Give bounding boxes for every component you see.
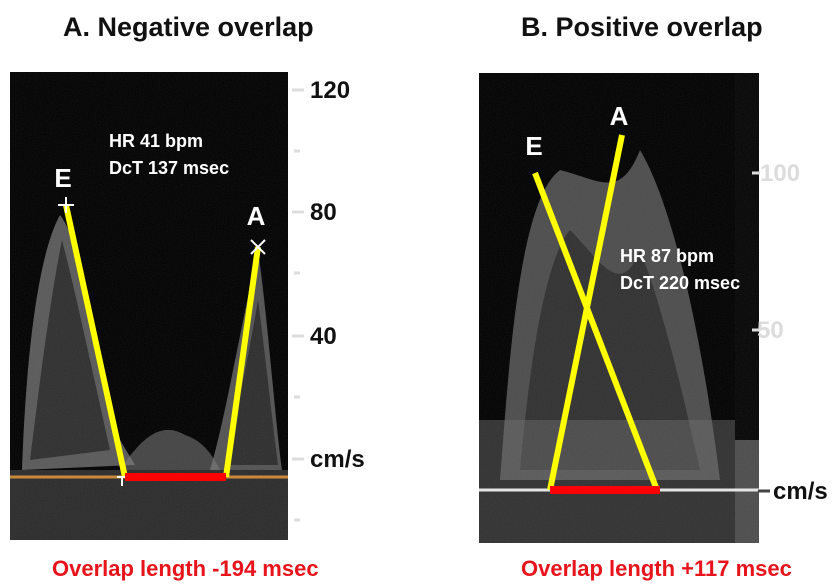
panel-b-overlap-caption: Overlap length +117 msec bbox=[521, 556, 792, 581]
panel-a-e-slope-line bbox=[63, 204, 128, 478]
panel-b-a-label: A bbox=[610, 101, 629, 131]
panel-a-scale-80: 80 bbox=[310, 199, 337, 226]
panel-a-a-slope-line bbox=[223, 246, 261, 478]
panel-a-a-marker bbox=[250, 239, 266, 255]
panel-b-e-label: E bbox=[525, 131, 542, 161]
panel-a-title: A. Negative overlap bbox=[63, 12, 314, 42]
panel-b-info-dct: DcT 220 msec bbox=[620, 273, 740, 293]
panel-b: E A HR 87 bpm DcT 220 msec 100 50 cm/s bbox=[479, 73, 828, 543]
panel-b-scale-50: 50 bbox=[757, 317, 784, 344]
panel-a-scale bbox=[292, 88, 304, 522]
panel-a-scale-40: 40 bbox=[310, 323, 337, 350]
panel-b-scale-100: 100 bbox=[760, 160, 800, 187]
panel-a-info-hr: HR 41 bpm bbox=[109, 131, 203, 151]
panel-a-scale-120: 120 bbox=[310, 77, 350, 104]
panel-b-info-hr: HR 87 bpm bbox=[620, 246, 714, 266]
panel-b-scale-unit: cm/s bbox=[773, 478, 828, 505]
panel-a-e-label: E bbox=[54, 163, 71, 193]
panel-b-title: B. Positive overlap bbox=[521, 12, 763, 42]
panel-b-e-slope-line bbox=[532, 171, 660, 492]
panel-a-info-dct: DcT 137 msec bbox=[109, 158, 229, 178]
panel-a-a-label: A bbox=[247, 201, 266, 231]
panel-a: E A HR 41 bpm DcT 137 msec 120 80 40 cm/… bbox=[10, 72, 365, 540]
panel-a-overlap-caption: Overlap length -194 msec bbox=[52, 556, 319, 581]
panel-a-scale-unit: cm/s bbox=[310, 446, 365, 473]
panel-a-e-marker bbox=[58, 197, 74, 213]
panel-b-a-slope-line bbox=[547, 134, 625, 491]
